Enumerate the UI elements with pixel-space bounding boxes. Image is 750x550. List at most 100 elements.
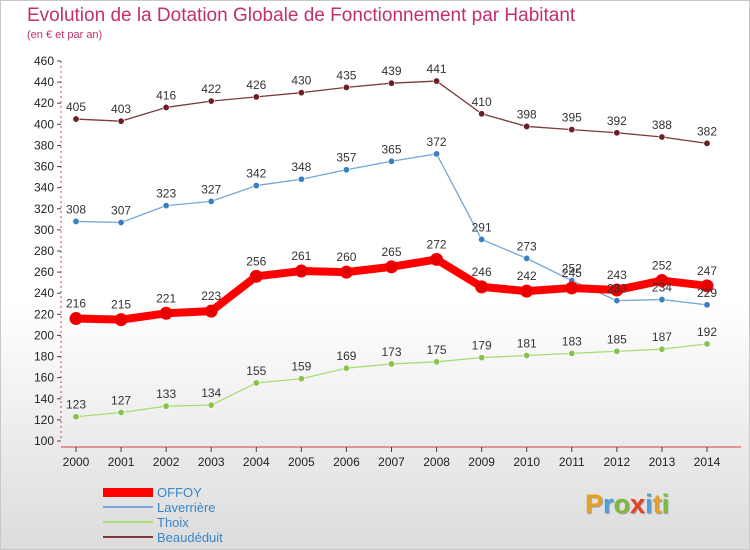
data-point-offoy <box>655 274 669 288</box>
data-label-beaud-duit: 441 <box>427 62 447 76</box>
data-label-thoix: 185 <box>607 332 627 346</box>
data-point-thoix <box>72 413 80 421</box>
data-point-laverri-re <box>433 150 441 158</box>
data-point-offoy <box>610 283 624 297</box>
data-point-laverri-re <box>613 297 621 305</box>
axes: 100 120 140 160 180 200 220 240 260 280 300 320 340 3… <box>34 54 741 469</box>
data-label-laverri-re: 342 <box>246 167 266 181</box>
data-label-offoy: 223 <box>201 289 221 303</box>
data-label-beaud-duit: 382 <box>697 124 717 138</box>
data-point-thoix <box>387 360 395 368</box>
data-label-offoy: 221 <box>156 291 176 305</box>
y-tick-label: 260 <box>34 265 54 279</box>
data-point-laverri-re <box>117 219 125 227</box>
data-label-laverri-re: 323 <box>156 187 176 201</box>
data-point-thoix <box>207 401 215 409</box>
logo-letter: t <box>652 489 662 519</box>
data-label-thoix: 179 <box>472 339 492 353</box>
data-point-thoix <box>342 364 350 372</box>
data-point-thoix <box>162 402 170 410</box>
y-tick-label: 440 <box>34 75 54 89</box>
data-label-offoy: 242 <box>517 269 537 283</box>
data-label-beaud-duit: 392 <box>607 114 627 128</box>
data-label-thoix: 192 <box>697 325 717 339</box>
data-point-offoy <box>385 260 398 274</box>
data-label-laverri-re: 307 <box>111 204 131 218</box>
data-point-thoix <box>478 354 486 362</box>
data-label-beaud-duit: 435 <box>336 68 356 82</box>
data-point-beaud-duit <box>252 93 260 101</box>
logo-letter: i <box>645 489 653 519</box>
data-point-laverri-re <box>252 182 260 190</box>
data-label-thoix: 159 <box>291 360 311 374</box>
legend-label: Thoix <box>157 515 189 530</box>
data-label-thoix: 134 <box>201 386 221 400</box>
data-point-laverri-re <box>658 296 666 304</box>
logo-letter: x <box>630 489 646 519</box>
data-point-laverri-re <box>478 235 486 243</box>
data-point-beaud-duit <box>342 83 350 91</box>
data-point-offoy <box>565 281 579 295</box>
logo-letter: P <box>585 489 604 519</box>
data-label-offoy: 247 <box>697 264 717 278</box>
data-label-thoix: 173 <box>381 345 401 359</box>
data-point-offoy <box>249 269 263 283</box>
data-label-beaud-duit: 430 <box>291 74 311 88</box>
data-label-laverri-re: 229 <box>697 286 717 300</box>
legend-swatch <box>103 487 153 497</box>
data-label-offoy: 265 <box>381 245 401 259</box>
y-tick-label: 340 <box>34 181 54 195</box>
data-label-laverri-re: 234 <box>652 281 672 295</box>
data-label-laverri-re: 308 <box>66 202 86 216</box>
x-tick-label: 2011 <box>559 455 585 469</box>
data-label-offoy: 246 <box>472 265 492 279</box>
y-tick-label: 140 <box>34 392 54 406</box>
data-point-thoix <box>297 375 305 383</box>
data-point-thoix <box>613 347 621 355</box>
data-point-laverri-re <box>72 217 80 225</box>
data-label-laverri-re: 357 <box>336 151 356 165</box>
data-point-offoy <box>114 313 128 327</box>
legend-swatch <box>103 536 153 538</box>
x-tick-label: 2009 <box>468 455 495 469</box>
y-tick-label: 420 <box>34 96 54 110</box>
x-tick-label: 2000 <box>63 455 90 469</box>
line-chart: 100 120 140 160 180 200 220 240 260 280 300 320 340 3… <box>34 54 741 469</box>
logo-letter: o <box>613 489 631 519</box>
data-label-beaud-duit: 395 <box>562 111 582 125</box>
data-label-beaud-duit: 416 <box>156 88 176 102</box>
data-point-beaud-duit <box>72 115 80 123</box>
data-point-beaud-duit <box>162 103 170 111</box>
x-tick-label: 2003 <box>198 455 225 469</box>
y-tick-label: 200 <box>34 328 54 342</box>
data-label-beaud-duit: 439 <box>381 64 401 78</box>
data-point-beaud-duit <box>568 126 576 134</box>
data-point-laverri-re <box>342 166 350 174</box>
data-label-offoy: 252 <box>652 259 672 273</box>
data-label-offoy: 243 <box>607 268 627 282</box>
data-point-offoy <box>69 312 83 326</box>
data-label-thoix: 183 <box>562 334 582 348</box>
proxiti-logo: Proxiti <box>585 489 669 520</box>
data-point-offoy <box>475 280 489 294</box>
data-point-laverri-re <box>162 202 170 210</box>
data-label-thoix: 133 <box>156 387 176 401</box>
data-point-thoix <box>117 408 125 416</box>
data-point-offoy <box>159 306 173 320</box>
x-tick-label: 2014 <box>694 455 721 469</box>
y-tick-label: 300 <box>34 223 54 237</box>
data-label-offoy: 216 <box>66 297 86 311</box>
data-point-thoix <box>658 345 666 353</box>
x-tick-label: 2007 <box>378 455 405 469</box>
x-tick-label: 2002 <box>153 455 180 469</box>
y-tick-label: 220 <box>34 307 54 321</box>
data-point-beaud-duit <box>117 117 125 125</box>
data-label-offoy: 245 <box>562 266 582 280</box>
y-tick-label: 360 <box>34 160 54 174</box>
data-point-laverri-re <box>387 157 395 165</box>
data-point-offoy <box>294 264 308 278</box>
data-point-thoix <box>433 358 441 366</box>
data-point-laverri-re <box>523 254 531 262</box>
chart-subtitle: (en € et par an) <box>27 29 103 41</box>
data-point-beaud-duit <box>387 79 395 87</box>
